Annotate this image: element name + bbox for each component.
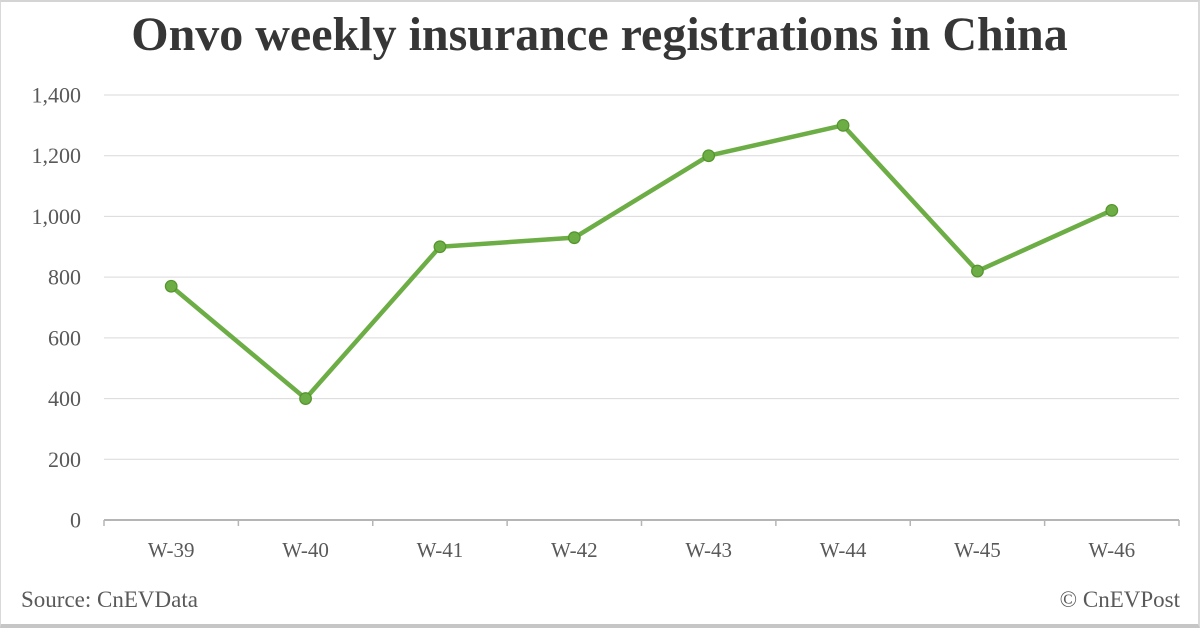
data-point-marker (702, 149, 716, 163)
y-axis-tick-label: 0 (70, 508, 81, 533)
y-axis-tick-label: 400 (48, 386, 81, 411)
y-axis-tick-label: 1,000 (32, 204, 82, 229)
x-axis-category-label: W-44 (820, 538, 867, 562)
data-point-marker (299, 392, 312, 405)
y-axis-tick-label: 1,200 (32, 143, 82, 168)
copyright-note: © CnEVPost (1059, 587, 1180, 612)
data-point-marker (567, 231, 581, 245)
chart-title: Onvo weekly insurance registrations in C… (131, 8, 1068, 61)
series-line (168, 123, 1115, 401)
y-axis-tick-label: 600 (48, 325, 81, 350)
x-axis-category-label: W-40 (282, 538, 329, 562)
x-axis-category-label: W-39 (148, 538, 195, 562)
data-point-marker (433, 240, 447, 254)
x-axis-category-label: W-45 (954, 538, 1001, 562)
data-point-marker (1105, 203, 1119, 217)
x-axis-category-label: W-42 (551, 538, 598, 562)
y-axis-tick-label: 200 (48, 447, 81, 472)
y-axis-tick-label: 800 (48, 265, 81, 290)
data-point-marker (164, 279, 178, 293)
source-note: Source: CnEVData (21, 587, 198, 612)
x-axis-category-label: W-43 (685, 538, 732, 562)
x-axis-category-label: W-46 (1088, 538, 1135, 562)
y-axis-tick-label: 1,400 (32, 83, 82, 108)
data-point-marker (971, 264, 984, 278)
data-point-marker (836, 118, 850, 132)
x-axis-category-label: W-41 (417, 538, 464, 562)
